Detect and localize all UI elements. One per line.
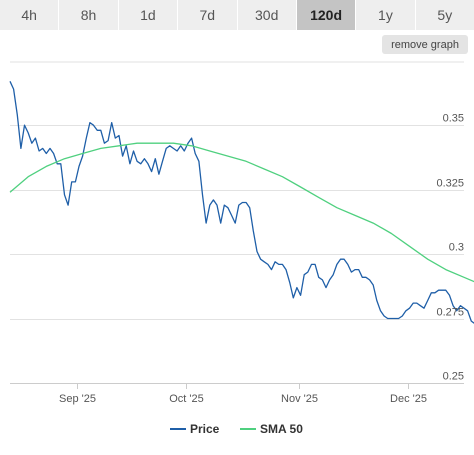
y-tick-label: 0.325: [436, 178, 464, 190]
tick-labels: 0.25 0.275 0.3 0.325 0.35 Sep '25 Oct '25 Nov '…: [59, 113, 464, 406]
y-tick-label: 0.275: [436, 307, 464, 319]
y-tick-label: 0.35: [443, 113, 464, 125]
remove-graph-button[interactable]: remove graph: [382, 35, 468, 54]
x-tick-label: Nov '25: [281, 393, 318, 405]
x-axis: [10, 383, 464, 389]
grid-lines: [10, 61, 464, 384]
timeframe-tabs: 4h 8h 1d 7d 30d 120d 1y 5y: [0, 0, 474, 30]
x-tick-label: Sep '25: [59, 393, 96, 405]
tab-1d[interactable]: 1d: [118, 0, 179, 30]
sma-line: [9, 142, 474, 283]
tab-4h[interactable]: 4h: [0, 0, 60, 30]
tab-8h[interactable]: 8h: [59, 0, 119, 30]
tab-30d[interactable]: 30d: [237, 0, 297, 30]
legend: Price SMA 50: [170, 422, 303, 436]
legend-price: Price: [170, 422, 220, 436]
x-tick-label: Oct '25: [169, 393, 204, 405]
legend-label: Price: [190, 422, 220, 436]
tab-5y[interactable]: 5y: [415, 0, 474, 30]
legend-sma: SMA 50: [240, 422, 303, 436]
series-lines: [9, 81, 474, 324]
x-tick-label: Dec '25: [390, 393, 427, 405]
tab-120d[interactable]: 120d: [296, 0, 357, 30]
legend-label: SMA 50: [260, 422, 303, 436]
tab-7d[interactable]: 7d: [178, 0, 238, 30]
price-line: [9, 81, 474, 324]
y-tick-label: 0.3: [449, 242, 464, 254]
y-tick-label: 0.25: [443, 371, 464, 383]
tab-1y[interactable]: 1y: [356, 0, 416, 30]
